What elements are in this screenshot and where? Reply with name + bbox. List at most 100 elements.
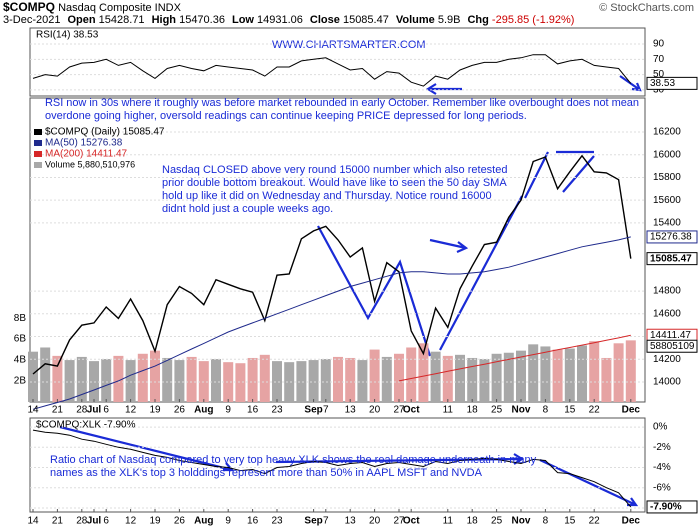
x-tick-label: 26 bbox=[174, 405, 186, 416]
volume-bar bbox=[52, 355, 63, 402]
y-tick-label: 8B bbox=[14, 313, 27, 324]
volume-bar bbox=[479, 359, 490, 402]
value-tag-label: 38.53 bbox=[650, 78, 675, 89]
x-tick-label: 6 bbox=[103, 405, 109, 416]
x-tick-label: 7 bbox=[323, 516, 329, 527]
y-tick-label: 90 bbox=[653, 39, 665, 50]
volume-bar bbox=[613, 343, 624, 402]
volume-bar bbox=[308, 360, 319, 402]
stat-value: 15085.47 bbox=[342, 14, 389, 26]
legend-entry: $COMPQ (Daily) 15085.47 bbox=[45, 127, 165, 138]
x-tick-label: 11 bbox=[443, 405, 454, 416]
x-tick-label: 6 bbox=[103, 516, 109, 527]
x-tick-label: 21 bbox=[52, 516, 64, 527]
value-tag bbox=[646, 339, 698, 353]
value-tag-label: -7.90% bbox=[650, 502, 682, 513]
panel-frame bbox=[29, 27, 646, 97]
volume-bar bbox=[577, 345, 587, 402]
legend-entry: Volume 5,880,510,976 bbox=[45, 159, 135, 169]
x-tick-label: Sep bbox=[304, 405, 322, 416]
volume-bar bbox=[491, 353, 502, 402]
y-tick-label: -2% bbox=[653, 442, 671, 453]
date: 3-Dec-2021 bbox=[3, 14, 61, 26]
volume-bar bbox=[259, 354, 270, 402]
volume-bar bbox=[186, 356, 197, 402]
copyright: © StockCharts.com bbox=[599, 2, 694, 14]
x-tick-label: Dec bbox=[622, 516, 641, 527]
annotation: names as the XLK's top 3 holddings repre… bbox=[50, 467, 483, 479]
volume-bar bbox=[272, 361, 282, 402]
volume-bar bbox=[162, 357, 173, 402]
x-tick-label: 18 bbox=[467, 405, 479, 416]
y-tick-label: -4% bbox=[653, 462, 671, 473]
volume-bar bbox=[589, 341, 600, 402]
trend-line bbox=[317, 225, 432, 357]
ratio-line bbox=[32, 429, 632, 508]
volume-bar bbox=[64, 360, 75, 402]
legend-swatch bbox=[34, 129, 42, 135]
legend-swatch bbox=[34, 162, 42, 168]
y-tick-label: 0% bbox=[653, 422, 668, 433]
annotation: overdone going higher, oversold readings… bbox=[45, 110, 527, 122]
y-tick-label: 50 bbox=[653, 69, 665, 80]
volume-bar bbox=[76, 356, 87, 402]
x-tick-label: 14 bbox=[27, 516, 39, 527]
y-tick-label: 14200 bbox=[653, 354, 681, 365]
volume-bar bbox=[601, 357, 612, 402]
value-tag-label: 14411.47 bbox=[650, 330, 691, 341]
volume-bar bbox=[540, 346, 551, 402]
x-tick-label: 12 bbox=[125, 516, 137, 527]
x-tick-label: 9 bbox=[225, 405, 231, 416]
x-tick-label: Jul bbox=[87, 405, 102, 416]
volume-bar bbox=[516, 350, 526, 402]
y-tick-label: 16200 bbox=[653, 127, 681, 138]
legend-swatch bbox=[34, 140, 42, 146]
annotation: Ratio chart of Nasdaq compared to very t… bbox=[50, 454, 537, 466]
stat-label: High bbox=[151, 14, 177, 26]
value-tag-label: 58805109 bbox=[650, 341, 695, 352]
x-tick-label: 22 bbox=[589, 516, 601, 527]
stat-label: Open bbox=[67, 14, 96, 26]
stat-label: Chg bbox=[467, 14, 489, 26]
stat-label: Close bbox=[309, 14, 340, 26]
annotation: prior double bottom breakout. Would have… bbox=[162, 177, 507, 189]
arrow bbox=[429, 238, 469, 254]
x-tick-label: 25 bbox=[491, 516, 503, 527]
x-tick-label: 8 bbox=[543, 405, 549, 416]
volume-bar bbox=[430, 351, 441, 402]
x-tick-label: Nov bbox=[512, 516, 531, 527]
y-tick-label: 2B bbox=[14, 376, 27, 387]
x-tick-label: 13 bbox=[345, 516, 357, 527]
volume-bar bbox=[442, 355, 453, 402]
y-tick-label: 14800 bbox=[653, 286, 681, 297]
x-tick-label: 28 bbox=[76, 405, 88, 416]
y-tick-label: -6% bbox=[653, 482, 671, 493]
x-tick-label: Aug bbox=[194, 405, 213, 416]
volume-bar bbox=[369, 349, 380, 402]
volume-bar bbox=[211, 359, 221, 402]
volume-bar bbox=[357, 360, 368, 402]
x-tick-label: 27 bbox=[393, 405, 405, 416]
volume-bar bbox=[320, 359, 331, 402]
x-tick-label: 19 bbox=[149, 516, 161, 527]
value-tag bbox=[646, 230, 698, 244]
legend-entry: MA(50) 15276.38 bbox=[45, 138, 123, 149]
y-tick-label: 14000 bbox=[653, 377, 681, 388]
x-tick-label: 23 bbox=[271, 516, 283, 527]
annotation-lines bbox=[59, 75, 642, 507]
ratio-label: $COMPQ:XLK -7.90% bbox=[36, 420, 136, 431]
x-tick-label: 20 bbox=[369, 516, 381, 527]
x-tick-label: 19 bbox=[149, 405, 161, 416]
panel-frame bbox=[29, 417, 646, 513]
y-tick-label: 15600 bbox=[653, 195, 681, 206]
stat-label: Volume bbox=[395, 14, 435, 26]
volume-bar bbox=[564, 348, 575, 402]
x-tick-label: 22 bbox=[589, 405, 601, 416]
x-tick-label: Oct bbox=[403, 516, 420, 527]
rsi-line bbox=[32, 54, 632, 87]
stat-value: 5.9B bbox=[437, 14, 461, 26]
volume-bar bbox=[406, 347, 417, 402]
stat-value: 15470.36 bbox=[179, 14, 225, 26]
x-tick-label: 27 bbox=[393, 516, 405, 527]
